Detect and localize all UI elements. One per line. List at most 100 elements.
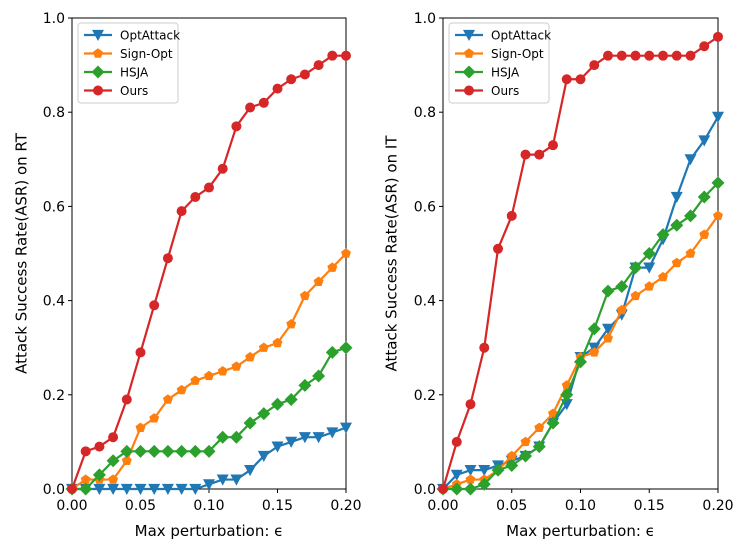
data-point xyxy=(642,247,656,260)
data-point xyxy=(134,444,147,458)
chart-panel-2: 0.00 0.05 0.10 0.15 0.20 0.0 0.2 0.4 0.6 0.8 1.0 Ma… xyxy=(383,11,734,540)
data-point xyxy=(188,444,202,458)
x-tick-label: 0.20 xyxy=(330,498,361,514)
y-tick-label: 0.0 xyxy=(43,482,65,498)
data-point xyxy=(465,399,476,410)
data-point xyxy=(534,149,545,160)
data-point xyxy=(216,430,230,444)
data-point xyxy=(658,271,668,282)
data-point xyxy=(149,300,160,311)
data-point xyxy=(644,281,655,291)
data-point xyxy=(120,483,133,495)
y-tick-label: 0.0 xyxy=(414,482,436,498)
data-point xyxy=(161,483,174,495)
y-tick-label: 0.4 xyxy=(414,294,436,310)
x-tick-label: 0.10 xyxy=(193,498,224,514)
data-point xyxy=(629,261,642,275)
data-point xyxy=(299,290,310,301)
data-point xyxy=(202,444,216,458)
y-tick-label: 0.6 xyxy=(43,199,65,215)
data-point xyxy=(106,454,120,468)
x-tick-label: 0.15 xyxy=(262,498,293,514)
data-point xyxy=(493,243,503,254)
data-point xyxy=(602,323,614,335)
data-point xyxy=(148,483,161,495)
data-point xyxy=(643,262,656,274)
series-line xyxy=(70,54,346,490)
data-point xyxy=(713,31,723,42)
data-point xyxy=(587,322,601,336)
legend-marker xyxy=(463,29,475,41)
data-point xyxy=(80,446,91,457)
data-point xyxy=(589,60,600,71)
y-tick-label: 0.8 xyxy=(43,105,65,121)
data-point xyxy=(229,430,243,444)
data-point xyxy=(326,427,339,439)
data-point xyxy=(698,135,711,147)
data-point xyxy=(520,436,531,447)
data-point xyxy=(147,444,161,458)
data-point xyxy=(231,361,242,371)
data-point xyxy=(231,121,242,132)
chart-panel-1: 0.00 0.05 0.10 0.15 0.20 0.0 0.2 0.4 0.6 0.8 1.0 Ma… xyxy=(13,11,362,540)
x-tick-label: 0.00 xyxy=(427,498,458,514)
data-point xyxy=(94,441,105,452)
data-point xyxy=(258,342,269,352)
series-hsja xyxy=(65,341,353,496)
y-tick-label: 0.6 xyxy=(414,199,436,215)
data-point xyxy=(670,218,684,232)
data-point xyxy=(532,440,546,454)
data-point xyxy=(217,366,228,376)
data-point xyxy=(245,351,256,362)
data-point xyxy=(204,182,214,193)
legend: OptAttack Sign-Opt HSJA Ours xyxy=(448,22,551,104)
data-point xyxy=(67,484,77,494)
data-point xyxy=(671,257,682,268)
data-point xyxy=(161,444,175,458)
legend-label: HSJA xyxy=(491,66,520,80)
legend-marker xyxy=(464,85,474,96)
y-tick-label: 0.2 xyxy=(414,388,436,404)
data-point xyxy=(464,482,477,496)
data-point xyxy=(339,341,353,355)
data-point xyxy=(685,248,696,258)
data-point xyxy=(684,209,697,223)
legend: OptAttack Sign-Opt HSJA Ours xyxy=(77,22,180,104)
data-point xyxy=(548,140,558,151)
data-point xyxy=(217,163,228,174)
data-point xyxy=(120,444,134,458)
data-point xyxy=(603,333,613,343)
data-point xyxy=(285,436,298,448)
data-point xyxy=(176,206,187,217)
data-point xyxy=(258,97,269,108)
y-tick-label: 0.4 xyxy=(43,294,65,310)
data-point xyxy=(616,50,627,61)
legend-marker xyxy=(93,85,103,96)
y-axis-label: Attack Success Rate(ASR) on RT xyxy=(13,132,31,374)
data-point xyxy=(257,407,271,421)
data-point xyxy=(271,441,284,453)
y-tick-label: 1.0 xyxy=(43,11,65,27)
data-point xyxy=(189,483,202,495)
data-point xyxy=(450,482,464,496)
data-point xyxy=(601,284,615,298)
x-tick-label: 0.05 xyxy=(496,498,527,514)
data-point xyxy=(286,318,297,329)
data-point xyxy=(491,463,505,477)
data-point xyxy=(204,370,214,381)
data-point xyxy=(671,50,682,61)
series-ours xyxy=(67,50,351,494)
data-point xyxy=(630,50,641,61)
y-tick-label: 0.2 xyxy=(43,388,65,404)
legend-label: Ours xyxy=(120,84,148,98)
series-optattack xyxy=(437,111,724,495)
data-point xyxy=(506,450,517,461)
data-point xyxy=(190,191,201,202)
data-point xyxy=(534,422,545,432)
data-point xyxy=(465,474,476,484)
data-point xyxy=(108,432,119,443)
data-point xyxy=(656,228,670,242)
data-point xyxy=(340,422,352,434)
data-point xyxy=(479,342,490,353)
